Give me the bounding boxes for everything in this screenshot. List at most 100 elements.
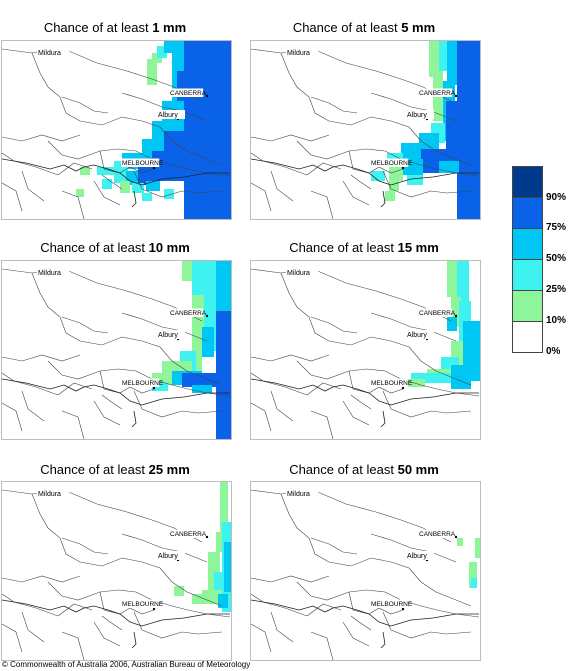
probability-cell	[457, 41, 480, 219]
district-boundary	[342, 621, 370, 647]
district-boundary	[47, 360, 153, 380]
melbourne-label-bg	[370, 378, 409, 387]
map-panel-1mm: Mildura CANBERRA Albury MELBOURNE	[1, 40, 232, 220]
district-boundary	[21, 170, 45, 202]
melbourne-marker	[152, 607, 156, 611]
district-boundary	[151, 378, 231, 397]
mildura-label-bg	[37, 48, 70, 57]
district-boundary	[121, 533, 208, 563]
probability-cell	[429, 41, 439, 77]
legend-swatch-75	[513, 198, 542, 229]
probability-cell	[457, 538, 463, 546]
district-boundary	[251, 134, 330, 142]
district-boundary	[2, 623, 23, 653]
district-boundary	[342, 180, 370, 206]
canberra-label-bg	[418, 88, 453, 97]
district-boundary	[350, 394, 372, 410]
district-boundary	[251, 372, 308, 396]
coastline	[2, 158, 230, 186]
district-boundary	[350, 615, 372, 631]
district-boundary	[280, 272, 472, 386]
melbourne-label-bg	[121, 158, 160, 167]
district-boundary	[306, 382, 342, 396]
albury-label: Albury	[158, 553, 178, 560]
probability-cell	[389, 181, 399, 191]
district-boundary	[2, 575, 81, 583]
district-boundary	[31, 52, 223, 166]
district-boundary	[280, 52, 472, 166]
probability-cell	[216, 311, 231, 439]
probability-cell	[389, 167, 403, 181]
district-boundary	[2, 372, 59, 396]
district-boundary	[93, 621, 121, 647]
albury-label-bg	[406, 110, 435, 119]
probability-cell	[447, 261, 457, 297]
probability-cell	[184, 41, 231, 219]
probability-cell	[192, 261, 204, 295]
mildura-label-bg	[37, 489, 70, 498]
map-panel-50mm: Mildura CANBERRA Albury MELBOURNE	[250, 481, 481, 661]
legend-swatch-50	[513, 229, 542, 260]
probability-cell	[218, 594, 228, 608]
probability-cell	[216, 261, 231, 311]
district-boundary	[61, 190, 85, 219]
legend-swatch-90	[513, 167, 542, 198]
district-boundary	[342, 400, 370, 426]
legend-swatch-25	[513, 260, 542, 291]
district-boundary	[31, 272, 223, 386]
canberra-label-bg	[169, 88, 204, 97]
probability-cell	[446, 101, 458, 151]
map-svg: Mildura CANBERRA Albury MELBOURNE	[2, 482, 231, 660]
district-boundary	[133, 170, 143, 190]
melbourne-marker	[401, 386, 405, 390]
melbourne-label: MELBOURNE	[371, 380, 413, 387]
melbourne-label: MELBOURNE	[371, 601, 413, 608]
melbourne-label: MELBOURNE	[122, 601, 164, 608]
district-boundary	[270, 170, 294, 202]
district-boundary	[99, 150, 155, 174]
canberra-label: CANBERRA	[419, 531, 456, 538]
panel-title-5mm: Chance of at least 5 mm	[292, 20, 436, 35]
mildura-label-bg	[286, 489, 319, 498]
melbourne-marker	[401, 607, 405, 611]
map-panel-10mm: Mildura CANBERRA Albury MELBOURNE	[1, 260, 232, 440]
mildura-label: Mildura	[38, 270, 61, 277]
district-boundary	[121, 92, 208, 122]
district-boundary	[280, 493, 472, 607]
district-boundary	[93, 400, 121, 426]
probability-cell	[164, 189, 174, 199]
district-boundary	[57, 603, 93, 617]
district-boundary	[2, 152, 59, 176]
district-boundary	[2, 402, 23, 432]
district-boundary	[400, 378, 480, 397]
probability-cell	[192, 331, 202, 371]
probability-cell	[192, 594, 202, 604]
albury-label: Albury	[407, 112, 427, 119]
district-boundary	[251, 152, 308, 176]
district-boundary	[151, 158, 231, 177]
district-boundary	[310, 96, 358, 114]
district-boundary	[121, 312, 208, 342]
promontory-outline	[131, 190, 137, 208]
district-boundary	[141, 188, 223, 198]
albury-label-bg	[157, 551, 186, 560]
legend-swatch-10	[513, 291, 542, 322]
probability-cell	[142, 193, 152, 201]
canberra-marker	[454, 314, 458, 318]
district-boundary	[350, 174, 372, 190]
canberra-marker	[205, 535, 209, 539]
district-boundary	[101, 615, 123, 631]
mildura-label: Mildura	[287, 270, 310, 277]
canberra-marker	[454, 94, 458, 98]
district-boundary	[61, 537, 109, 555]
probability-cell	[182, 373, 216, 387]
promontory-outline	[131, 410, 137, 428]
district-boundary	[151, 599, 231, 618]
district-boundary	[2, 354, 81, 362]
albury-label-bg	[406, 551, 435, 560]
mildura-label: Mildura	[38, 50, 61, 57]
district-boundary	[296, 360, 402, 380]
canberra-label-bg	[418, 529, 453, 538]
district-boundary	[382, 170, 392, 190]
district-boundary	[251, 354, 330, 362]
